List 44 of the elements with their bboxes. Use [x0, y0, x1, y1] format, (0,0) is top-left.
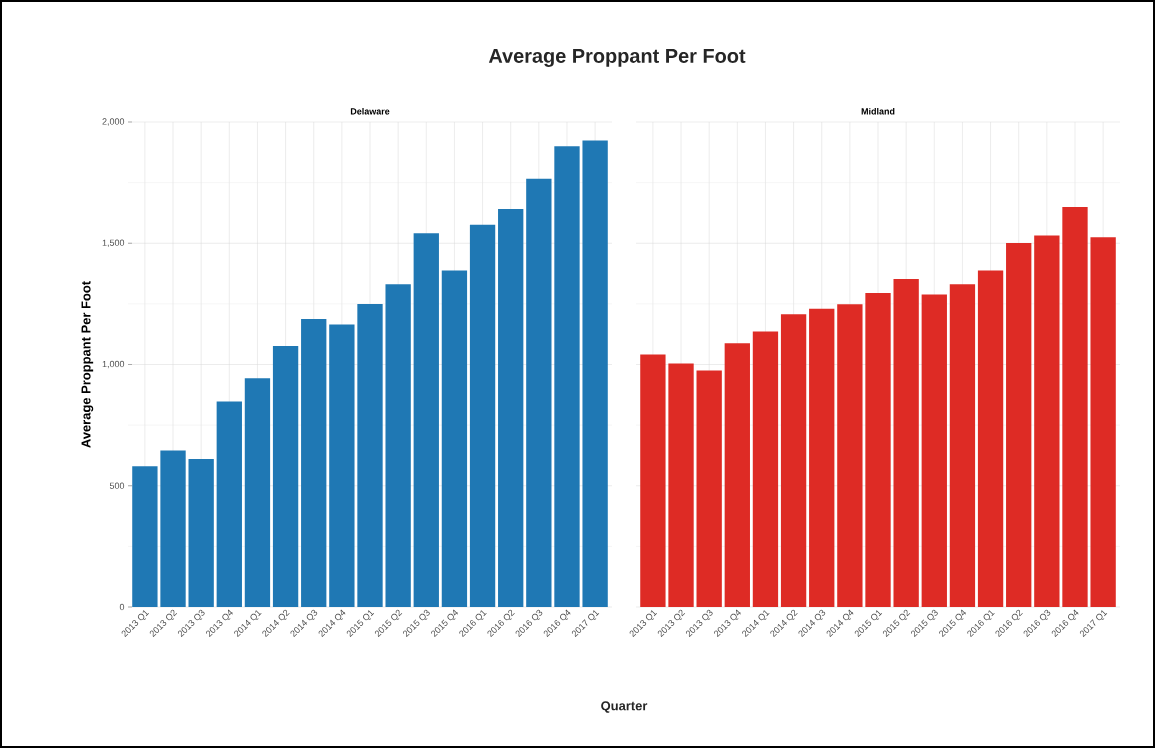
chart-title: Average Proppant Per Foot: [488, 49, 746, 67]
bar: [668, 363, 694, 607]
y-tick-label: 1,000: [102, 360, 125, 369]
bar: [921, 294, 947, 607]
bar: [582, 140, 608, 607]
y-tick-label: 0: [119, 603, 125, 611]
bar: [1062, 207, 1088, 607]
bar: [837, 304, 863, 607]
chart-subtitle: Delaware: [350, 107, 390, 115]
bar: [949, 284, 976, 607]
bar: [441, 270, 468, 607]
bar: [385, 284, 411, 607]
bar: [809, 308, 835, 607]
bar: [244, 378, 271, 607]
y-tick-label: 1,500: [102, 239, 125, 247]
bar: [1090, 237, 1116, 607]
y-axis-title: Average Proppant Per Foot: [81, 281, 94, 448]
bar: [272, 346, 299, 607]
bar: [696, 370, 722, 607]
bar: [188, 459, 214, 607]
bar: [216, 401, 242, 607]
bar: [301, 318, 327, 607]
bar: [752, 331, 779, 607]
y-tick-label: 500: [109, 482, 125, 489]
bar: [160, 450, 186, 607]
bar: [498, 209, 524, 607]
bar: [865, 292, 891, 607]
bar: [413, 233, 439, 607]
bar: [977, 270, 1004, 607]
bar: [1006, 243, 1032, 607]
bar: [724, 343, 750, 607]
y-tick-label: 2,000: [102, 118, 125, 126]
bar: [1034, 235, 1060, 607]
x-axis-title: Quarter: [601, 701, 648, 713]
bar: [640, 354, 666, 607]
chart-subtitle: Midland: [861, 107, 895, 115]
bar: [329, 324, 355, 607]
bar: [132, 466, 158, 607]
bar: [357, 304, 383, 607]
bar: [780, 314, 807, 607]
bar: [526, 178, 552, 607]
bar: [469, 224, 496, 607]
bar: [554, 146, 580, 607]
bar: [893, 278, 919, 607]
